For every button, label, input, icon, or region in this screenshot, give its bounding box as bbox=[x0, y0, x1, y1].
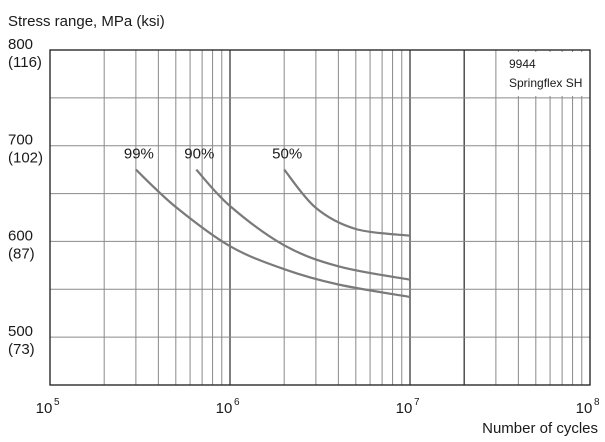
x-tick-labels: 10 5 10 6 10 7 10 8 bbox=[36, 397, 600, 417]
y-axis-title: Stress range, MPa (ksi) bbox=[8, 13, 165, 30]
y-tick-label: 600 bbox=[8, 227, 33, 244]
x-tick-label: 10 bbox=[36, 400, 53, 417]
x-tick-exponent: 8 bbox=[594, 397, 600, 408]
y-tick-sublabel: (102) bbox=[8, 150, 43, 167]
y-tick-sublabel: (116) bbox=[8, 54, 42, 71]
x-tick-exponent: 5 bbox=[54, 397, 60, 408]
y-tick-label: 800 bbox=[8, 36, 33, 53]
y-tick-sublabel: (73) bbox=[8, 341, 35, 358]
x-tick-exponent: 7 bbox=[414, 397, 420, 408]
x-tick-exponent: 6 bbox=[234, 397, 240, 408]
x-tick-label: 10 bbox=[396, 400, 413, 417]
grid bbox=[50, 50, 590, 385]
series-label: 50% bbox=[272, 146, 302, 163]
series-line bbox=[135, 168, 411, 298]
product-code: 9944 bbox=[509, 57, 536, 71]
product-name: Springflex SH bbox=[509, 76, 582, 90]
series-line bbox=[283, 168, 411, 237]
series-labels: 99% 90% 50% bbox=[124, 146, 302, 163]
y-tick-label: 500 bbox=[8, 323, 33, 340]
y-tick-label: 700 bbox=[8, 132, 33, 149]
x-tick-label: 10 bbox=[216, 400, 233, 417]
product-label-box: 9944 Springflex SH bbox=[500, 52, 588, 96]
y-tick-sublabel: (87) bbox=[8, 245, 35, 262]
x-tick-label: 10 bbox=[576, 400, 593, 417]
series-label: 90% bbox=[184, 146, 214, 163]
series-line bbox=[195, 168, 411, 281]
plot-frame bbox=[49, 49, 591, 386]
x-axis-title: Number of cycles bbox=[482, 420, 598, 437]
product-label-background bbox=[500, 52, 588, 96]
y-tick-labels: 800(116) 700(102) 600(87) 500(73) bbox=[8, 36, 43, 358]
series-label: 99% bbox=[124, 146, 154, 163]
series-curves bbox=[135, 168, 411, 298]
